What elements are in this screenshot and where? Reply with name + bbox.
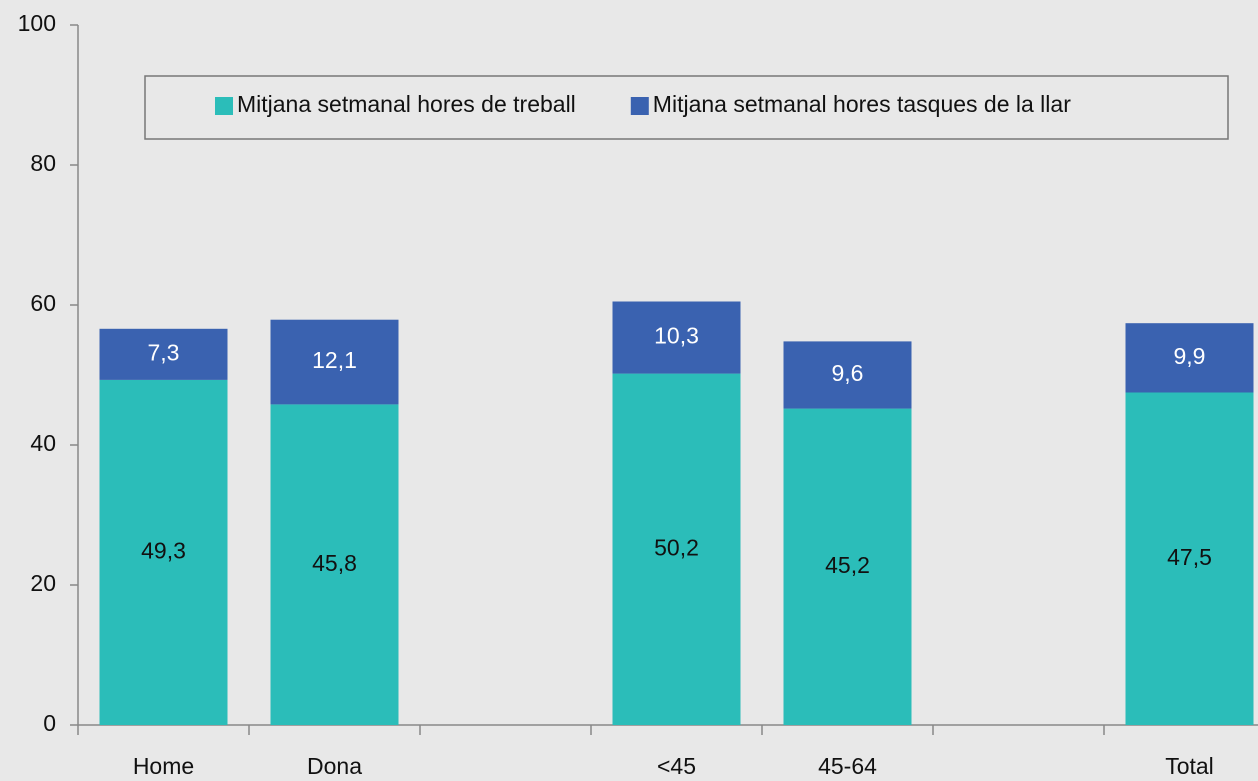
legend-box xyxy=(144,75,1229,140)
value-label: 50,2 xyxy=(654,534,699,560)
value-label: 12,1 xyxy=(312,347,357,373)
y-tick-label: 60 xyxy=(30,290,56,316)
value-label: 45,8 xyxy=(312,550,357,576)
y-tick-label: 100 xyxy=(18,10,56,36)
value-label: 7,3 xyxy=(148,339,180,365)
bar-segment xyxy=(783,341,912,409)
x-tick-label: <45 xyxy=(657,753,696,779)
value-label: 47,5 xyxy=(1167,544,1212,570)
bar-segment xyxy=(612,373,741,725)
bar-segment xyxy=(99,328,228,380)
y-tick-label: 20 xyxy=(30,570,56,596)
value-label: 10,3 xyxy=(654,323,699,349)
bar-segment xyxy=(1125,323,1254,393)
legend-swatch xyxy=(215,97,233,115)
y-tick-label: 0 xyxy=(43,710,56,736)
value-label: 49,3 xyxy=(141,538,186,564)
x-tick-label: 45-64 xyxy=(818,753,877,779)
bar-segment xyxy=(1125,392,1254,725)
y-tick-label: 40 xyxy=(30,430,56,456)
legend-label: Mitjana setmanal hores tasques de la lla… xyxy=(653,91,1071,117)
x-tick-label: Dona xyxy=(307,753,362,779)
bar-segment xyxy=(783,408,912,725)
bar-segment xyxy=(99,379,228,725)
x-tick-label: Total xyxy=(1165,753,1214,779)
bar-segment xyxy=(270,319,399,405)
value-label: 9,9 xyxy=(1174,343,1206,369)
legend-label: Mitjana setmanal hores de treball xyxy=(237,91,576,117)
legend-swatch xyxy=(630,97,649,115)
bar-segment xyxy=(612,301,741,374)
value-label: 9,6 xyxy=(832,360,864,386)
x-tick-label: Home xyxy=(133,753,194,779)
y-tick-label: 80 xyxy=(30,150,56,176)
value-label: 45,2 xyxy=(825,552,870,578)
bar-segment xyxy=(270,404,399,725)
